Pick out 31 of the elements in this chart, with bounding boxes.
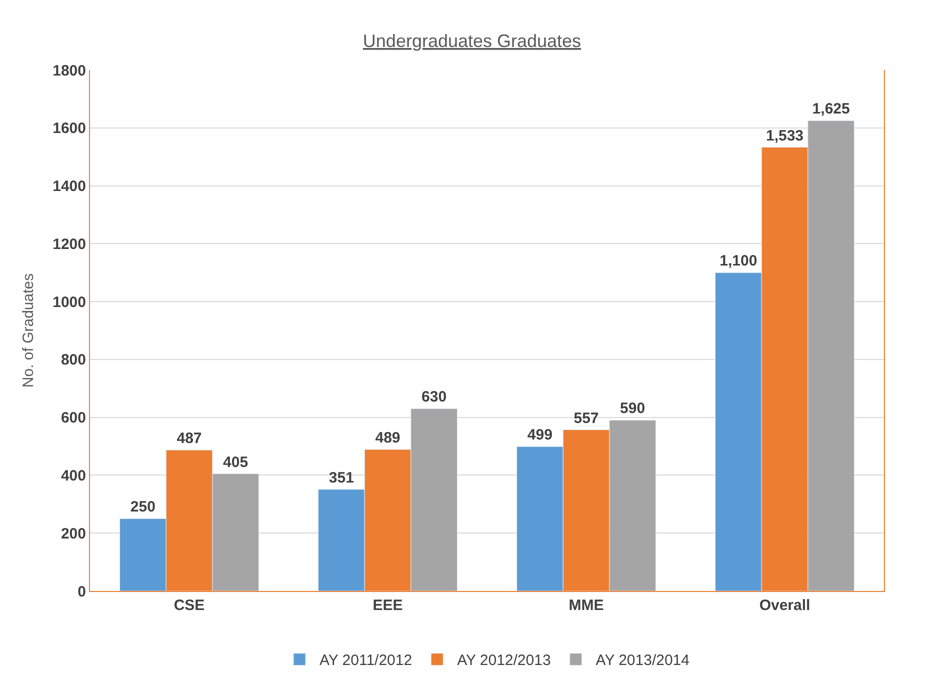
x-tick-label: EEE [372,597,403,614]
y-tick-label: 1200 [52,236,86,253]
data-label: 1,625 [812,100,850,118]
data-label: 590 [620,400,646,418]
data-label: 1,533 [766,127,804,144]
y-tick-label: 800 [60,352,86,369]
y-tick-label: 1800 [52,62,86,80]
data-label: 630 [422,388,447,406]
x-tick-label: MME [568,597,604,614]
data-label: 557 [574,410,599,427]
y-tick-label: 1400 [52,178,86,196]
chart-title: Undergraduates Graduates [362,31,582,51]
y-tick-label: 200 [60,525,86,542]
x-tick-label: CSE [174,597,205,614]
data-label: 405 [223,454,248,471]
data-label: 1,100 [720,252,758,270]
legend-label: AY 2011/2012 [320,652,412,670]
y-tick-label: 0 [78,583,86,600]
y-tick-label: 400 [60,467,86,484]
y-tick-label: 1600 [52,120,86,138]
data-label: 499 [527,426,552,444]
legend-label: AY 2012/2013 [457,652,551,670]
data-label: 487 [176,430,202,448]
data-label: 250 [130,498,156,516]
y-tick-label: 1000 [52,294,86,311]
y-axis-title: No. of Graduates [20,273,37,388]
x-tick-label: Overall [759,597,810,614]
data-label: 489 [375,429,400,446]
legend-label: AY 2013/2014 [596,652,690,670]
data-label: 351 [328,469,354,486]
y-tick-label: 600 [60,410,86,427]
